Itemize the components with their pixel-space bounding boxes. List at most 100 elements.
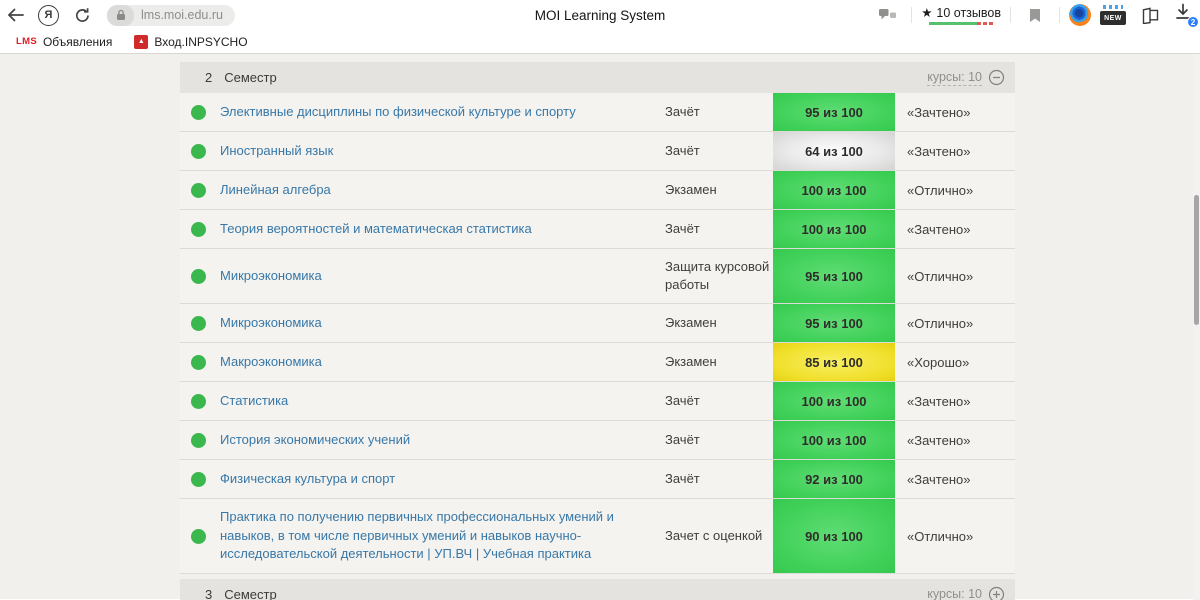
reviews-label: 10 отзывов xyxy=(936,5,1001,20)
grade-value: «Отлично» xyxy=(907,182,974,198)
feedback-button[interactable] xyxy=(872,0,902,30)
semester-number: 3 xyxy=(205,587,213,600)
course-row: Микроэкономика Защита курсовой работы 95… xyxy=(180,249,1015,304)
status-dot-icon xyxy=(191,104,206,120)
exam-type: Экзамен xyxy=(665,181,717,197)
course-row: Элективные дисциплины по физической куль… xyxy=(180,93,1015,132)
score-cell: 90 из 100 xyxy=(773,499,895,573)
course-link[interactable]: Иностранный язык xyxy=(220,142,334,158)
plus-circle-icon xyxy=(988,586,1005,600)
bookmark-login[interactable]: ▲ Вход.INPSYCHO xyxy=(126,30,255,53)
grade-value: «Отлично» xyxy=(907,315,974,331)
exam-type: Зачёт xyxy=(665,431,700,447)
semester-label: Семестр xyxy=(224,70,277,85)
courses-count-link[interactable]: курсы: 10 xyxy=(927,69,982,86)
marquee-lights-icon xyxy=(1103,5,1123,9)
star-icon: ★ xyxy=(921,6,933,20)
course-link[interactable]: Линейная алгебра xyxy=(220,181,331,197)
score-cell: 92 из 100 xyxy=(773,460,895,498)
status-dot-icon xyxy=(191,528,206,544)
collections-button[interactable] xyxy=(1135,0,1165,30)
university-crest-icon: ▲ xyxy=(134,34,149,49)
course-row: Иностранный язык Зачёт 64 из 100 «Зачтен… xyxy=(180,132,1015,171)
refresh-icon xyxy=(75,7,89,22)
score-cell: 100 из 100 xyxy=(773,171,895,209)
divider xyxy=(1059,7,1060,23)
course-link[interactable]: Физическая культура и спорт xyxy=(220,470,396,486)
bookmark-announcements[interactable]: LMS Объявления xyxy=(8,30,120,53)
status-dot-icon xyxy=(191,315,206,331)
exam-type: Зачёт xyxy=(665,142,700,158)
new-extension-button[interactable]: NEW xyxy=(1100,5,1126,25)
score-cell: 85 из 100 xyxy=(773,343,895,381)
course-link[interactable]: Элективные дисциплины по физической куль… xyxy=(220,103,576,119)
scrollbar-track[interactable] xyxy=(1193,54,1200,600)
expand-semester-button[interactable] xyxy=(988,586,1005,600)
score-cell: 95 из 100 xyxy=(773,304,895,342)
grade-value: «Зачтено» xyxy=(907,471,971,487)
course-link[interactable]: Статистика xyxy=(220,392,289,408)
new-badge: NEW xyxy=(1100,11,1126,25)
grade-value: «Зачтено» xyxy=(907,104,971,120)
grade-value: «Зачтено» xyxy=(907,432,971,448)
browser-toolbar: Я lms.moi.edu.ru MOI Learning System xyxy=(0,0,1200,30)
url-bar[interactable]: lms.moi.edu.ru xyxy=(107,4,235,26)
status-dot-icon xyxy=(191,354,206,370)
grade-value: «Хорошо» xyxy=(907,354,970,370)
exam-type: Зачет с оценкой xyxy=(665,527,763,543)
yandex-button[interactable]: Я xyxy=(38,4,59,26)
refresh-button[interactable] xyxy=(67,0,97,30)
bookmark-button[interactable] xyxy=(1020,0,1050,30)
exam-type: Экзамен xyxy=(665,353,717,369)
course-link[interactable]: Макроэкономика xyxy=(220,353,322,369)
browser-extension-icon[interactable] xyxy=(1069,4,1091,26)
status-dot-icon xyxy=(191,268,206,284)
scrollbar-thumb[interactable] xyxy=(1194,195,1199,325)
course-row: Теория вероятностей и математическая ста… xyxy=(180,210,1015,249)
status-dot-icon xyxy=(191,393,206,409)
exam-type: Защита курсовой работы xyxy=(665,258,770,292)
semester-label: Семестр xyxy=(224,587,277,600)
grade-value: «Отлично» xyxy=(907,268,974,284)
reviews-rating[interactable]: ★ 10 отзывов xyxy=(921,5,1001,25)
course-link[interactable]: Теория вероятностей и математическая ста… xyxy=(220,220,532,236)
course-link[interactable]: История экономических учений xyxy=(220,431,411,447)
semester-2-header: 2 Семестр курсы: 10 xyxy=(180,62,1015,93)
url-text: lms.moi.edu.ru xyxy=(141,8,223,22)
score-cell: 64 из 100 xyxy=(773,132,895,170)
back-button[interactable] xyxy=(0,0,30,30)
course-row: Практика по получению первичных професси… xyxy=(180,499,1015,574)
downloads-button[interactable]: 2 xyxy=(1174,3,1199,28)
course-row: Линейная алгебра Экзамен 100 из 100 «Отл… xyxy=(180,171,1015,210)
bookmark-icon xyxy=(1030,8,1040,22)
download-count-badge: 2 xyxy=(1187,16,1199,28)
bookmark-label: Объявления xyxy=(42,34,113,49)
status-dot-icon xyxy=(191,221,206,237)
score-cell: 95 из 100 xyxy=(773,93,895,131)
status-dot-icon xyxy=(191,182,206,198)
divider xyxy=(911,7,913,23)
lms-page: 2 Семестр курсы: 10 Элективные дисциплин… xyxy=(0,54,1200,600)
bookmark-label: Вход.INPSYCHO xyxy=(154,34,248,49)
lms-logo-icon: LMS xyxy=(16,36,37,47)
status-dot-icon xyxy=(191,432,206,448)
grades-panel: 2 Семестр курсы: 10 Элективные дисциплин… xyxy=(180,62,1015,600)
semester-3-header: 3 Семестр курсы: 10 xyxy=(180,579,1015,600)
courses-count-link[interactable]: курсы: 10 xyxy=(927,587,982,600)
score-cell: 100 из 100 xyxy=(773,421,895,459)
grade-value: «Отлично» xyxy=(907,528,974,544)
course-row: Микроэкономика Экзамен 95 из 100 «Отличн… xyxy=(180,304,1015,343)
course-link[interactable]: Практика по получению первичных професси… xyxy=(220,508,614,562)
exam-type: Зачёт xyxy=(665,392,700,408)
score-cell: 100 из 100 xyxy=(773,382,895,420)
minus-circle-icon xyxy=(988,69,1005,86)
score-cell: 95 из 100 xyxy=(773,249,895,303)
exam-type: Экзамен xyxy=(665,314,717,330)
collapse-semester-button[interactable] xyxy=(988,69,1005,86)
course-row: История экономических учений Зачёт 100 и… xyxy=(180,421,1015,460)
ssl-lock-icon xyxy=(107,4,134,26)
score-cell: 100 из 100 xyxy=(773,210,895,248)
rating-bar xyxy=(929,22,994,25)
course-link[interactable]: Микроэкономика xyxy=(220,267,322,283)
course-link[interactable]: Микроэкономика xyxy=(220,314,322,330)
